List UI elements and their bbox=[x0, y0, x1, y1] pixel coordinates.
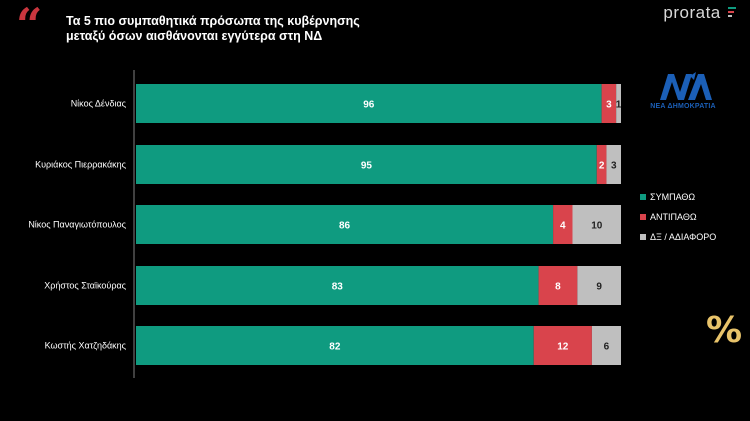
legend-item: ΣΥΜΠΑΘΩ bbox=[640, 192, 716, 202]
brand-name: prorata bbox=[663, 3, 721, 22]
bar-segment-antipatho bbox=[538, 266, 578, 305]
chart-title: Τα 5 πιο συμπαθητικά πρόσωπα της κυβέρνη… bbox=[66, 14, 360, 44]
bar-segment-sympatho bbox=[136, 205, 554, 244]
category-label: Χρήστος Σταϊκούρας bbox=[44, 281, 126, 291]
legend-label: ΣΥΜΠΑΘΩ bbox=[650, 192, 696, 202]
data-label: 83 bbox=[332, 282, 344, 293]
category-label: Νίκος Δένδιας bbox=[71, 99, 127, 109]
data-label: 82 bbox=[329, 342, 341, 353]
bar-segment-dx bbox=[591, 326, 621, 365]
data-label: 3 bbox=[606, 100, 612, 111]
data-label: 12 bbox=[557, 342, 569, 353]
data-label: 86 bbox=[339, 221, 351, 232]
legend-item: ΔΞ / ΑΔΙΑΦΟΡΟ bbox=[640, 232, 716, 242]
data-label: 3 bbox=[611, 161, 617, 172]
data-label: 10 bbox=[591, 221, 603, 232]
bar-segment-sympatho bbox=[136, 326, 534, 365]
bar-segment-antipatho bbox=[553, 205, 573, 244]
title-line-1: Τα 5 πιο συμπαθητικά πρόσωπα της κυβέρνη… bbox=[66, 14, 360, 28]
category-label: Νίκος Παναγιωτόπουλος bbox=[28, 220, 126, 230]
bar-segment-antipatho bbox=[533, 326, 592, 365]
bar-segment-sympatho bbox=[136, 84, 602, 123]
data-label: 4 bbox=[560, 221, 566, 232]
bar-segment-antipatho bbox=[596, 145, 607, 184]
data-label: 8 bbox=[555, 282, 561, 293]
quote-icon: “ bbox=[16, 0, 43, 52]
data-label: 9 bbox=[596, 282, 602, 293]
nd-logo-icon bbox=[660, 72, 712, 100]
data-label: 96 bbox=[363, 100, 375, 111]
bar-segment-dx bbox=[616, 84, 621, 123]
legend-swatch bbox=[640, 194, 646, 200]
legend-item: ΑΝΤΙΠΑΘΩ bbox=[640, 212, 716, 222]
bar-segment-dx bbox=[572, 205, 621, 244]
nd-logo-text: ΝΕΑ ΔΗΜΟΚΡΑΤΙΑ bbox=[650, 103, 716, 110]
brand-logo: prorata bbox=[663, 3, 736, 23]
category-label: Κυριάκος Πιερρακάκης bbox=[35, 160, 127, 170]
category-label: Κωστής Χατζηδάκης bbox=[45, 341, 127, 351]
data-label: 6 bbox=[604, 342, 610, 353]
bar-segment-antipatho bbox=[601, 84, 617, 123]
bar-segment-dx bbox=[577, 266, 621, 305]
legend-label: ΔΞ / ΑΔΙΑΦΟΡΟ bbox=[650, 232, 717, 242]
data-label: 1 bbox=[616, 100, 622, 111]
data-label: 2 bbox=[599, 161, 605, 172]
title-line-2: μεταξύ όσων αισθάνονται εγγύτερα στη ΝΔ bbox=[66, 29, 323, 43]
legend-label: ΑΝΤΙΠΑΘΩ bbox=[650, 212, 697, 222]
bar-segment-dx bbox=[606, 145, 621, 184]
brand-mark-icon bbox=[728, 6, 736, 21]
legend: ΣΥΜΠΑΘΩ ΑΝΤΙΠΑΘΩ ΔΞ / ΑΔΙΑΦΟΡΟ bbox=[640, 192, 716, 252]
legend-swatch bbox=[640, 234, 646, 240]
data-label: 95 bbox=[361, 161, 373, 172]
bar-segment-sympatho bbox=[136, 145, 597, 184]
bar-segment-sympatho bbox=[136, 266, 539, 305]
percent-icon: % bbox=[706, 310, 743, 351]
legend-swatch bbox=[640, 214, 646, 220]
